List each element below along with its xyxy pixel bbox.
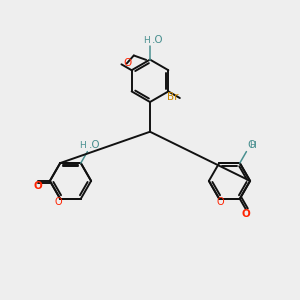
Text: .O: .O [88,140,100,150]
Text: H: H [249,141,256,150]
Text: H: H [79,141,86,150]
Text: O: O [248,140,256,150]
Text: O: O [242,209,250,220]
Text: O: O [33,181,42,191]
Text: Br: Br [167,92,178,102]
Text: O: O [217,197,224,207]
Text: .O: .O [152,35,164,45]
Text: O: O [55,197,62,207]
Text: O: O [123,58,131,68]
Text: H: H [143,36,149,45]
